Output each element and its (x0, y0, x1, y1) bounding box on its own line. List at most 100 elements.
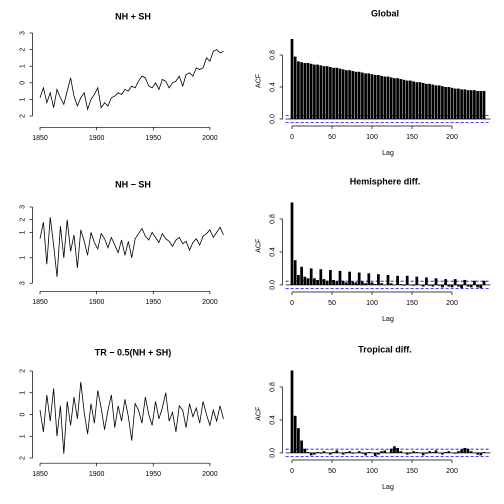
x-tick-label: 0 (290, 134, 294, 141)
acf-bar (335, 281, 339, 285)
acf-bar (457, 88, 460, 119)
x-tick-label: 2000 (202, 471, 218, 478)
acf-bar (434, 85, 438, 119)
acf-bar (361, 281, 364, 285)
x-tick-label: 1900 (89, 471, 105, 478)
acf-bar (348, 451, 351, 453)
acf-bar (300, 440, 303, 453)
acf-bar (341, 280, 345, 285)
acf-bar (367, 273, 371, 285)
acf-bar (399, 451, 403, 453)
acf-bar (377, 274, 380, 285)
acf-bar (402, 79, 406, 119)
acf-bar (389, 283, 393, 285)
acf-bar (393, 78, 396, 119)
acf-bar (313, 64, 316, 119)
acf-bar (476, 452, 479, 455)
acf-bar (319, 65, 323, 119)
y-tick-label: 1 (19, 97, 26, 101)
y-tick-label: 0.8 (269, 214, 276, 224)
x-tick-label: 200 (446, 134, 458, 141)
acf-bar (428, 83, 431, 119)
acf-bar (428, 284, 431, 286)
y-tick-label: 1 (19, 64, 26, 68)
acf-bar (453, 88, 457, 119)
acf-bar (383, 76, 387, 119)
acf-bar (386, 274, 390, 285)
acf-bar (364, 452, 367, 456)
y-tick-label: 0 (19, 412, 26, 416)
acf-bar (447, 87, 451, 119)
acf-bar (367, 452, 371, 453)
panel-title: Hemisphere diff. (350, 176, 421, 186)
acf-bar (418, 82, 422, 119)
acf-bar (329, 270, 332, 285)
acf-bar (361, 72, 364, 119)
y-tick-label: 1 (19, 391, 26, 395)
acf-bar (431, 452, 435, 453)
acf-bar (469, 451, 473, 453)
acf-bar (405, 452, 409, 455)
acf-bar (431, 284, 435, 287)
acf-bar (473, 90, 476, 119)
y-tick-label: 3 (19, 31, 26, 35)
acf-bar (341, 452, 345, 455)
x-tick-label: 1900 (89, 299, 105, 306)
acf-bar (332, 279, 335, 285)
acf-bar (306, 452, 310, 453)
x-axis-label: Lag (382, 316, 394, 323)
series-line (39, 381, 224, 454)
acf-bar (332, 452, 335, 453)
x-tick-label: 0 (290, 300, 294, 307)
acf-bar (473, 280, 476, 285)
acf-bar (348, 271, 351, 285)
acf-bar (476, 91, 479, 119)
acf-bar (290, 370, 294, 453)
acf-bar (380, 75, 383, 119)
x-tick-label: 1850 (32, 299, 48, 306)
y-tick-label: 2 (19, 114, 26, 118)
acf-bar (319, 269, 323, 285)
acf-bar (345, 282, 348, 285)
acf-bar (303, 63, 307, 119)
acf-bar (367, 73, 371, 119)
acf-bar (444, 87, 447, 119)
acf-bar (345, 452, 348, 453)
acf-bar (316, 279, 319, 285)
acf-bar (469, 90, 473, 119)
acf-bar (441, 452, 444, 455)
acf-bar (380, 283, 383, 285)
acf-bar (425, 452, 428, 454)
panel-title: TR − 0.5(NH + SH) (95, 347, 172, 357)
acf-bar (329, 67, 332, 119)
acf-bar (434, 450, 438, 453)
acf-bar (290, 39, 294, 119)
acf-bar (297, 274, 300, 285)
x-tick-label: 1950 (145, 135, 161, 142)
y-tick-label: 0.4 (269, 82, 276, 92)
acf-bar (450, 87, 454, 119)
acf-bar (463, 447, 467, 453)
acf-bar (300, 266, 303, 285)
acf-bar (421, 83, 425, 119)
acf-bar (412, 81, 415, 119)
acf-bar (463, 279, 467, 285)
acf-bar (377, 452, 380, 455)
x-tick-label: 2000 (202, 299, 218, 306)
acf-bar (361, 452, 364, 454)
acf-bar (313, 452, 316, 455)
acf-bar (466, 284, 470, 287)
acf-bar (335, 450, 339, 453)
y-tick-label: 1 (19, 434, 26, 438)
acf-bar (415, 276, 419, 285)
acf-bar (399, 284, 403, 285)
acf-bar (357, 71, 361, 119)
acf-bar (303, 276, 307, 285)
y-tick-label: 1 (19, 256, 26, 260)
acf-bar (300, 62, 303, 119)
acf-bar (389, 448, 393, 453)
acf-bar (293, 415, 297, 453)
acf-bar (450, 284, 454, 288)
acf-bar (316, 64, 319, 119)
